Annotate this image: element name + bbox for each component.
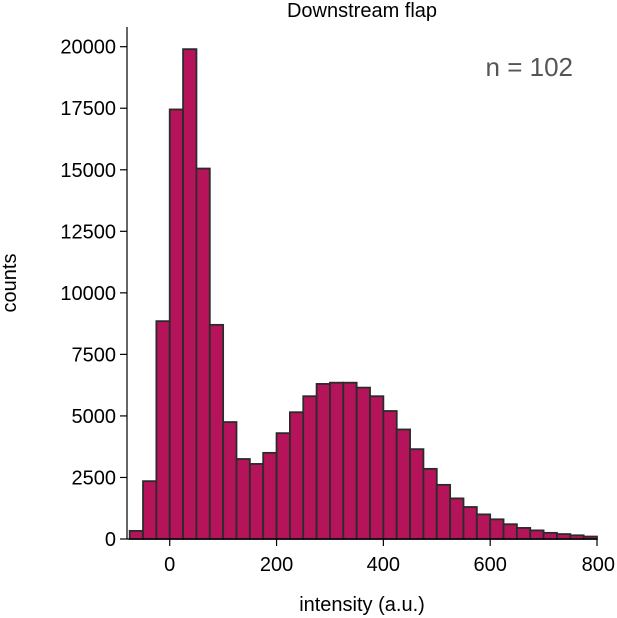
x-tick-label: 200 bbox=[260, 554, 293, 576]
histogram-bar bbox=[222, 421, 238, 540]
y-tick-label: 10000 bbox=[60, 283, 116, 305]
histogram-bar bbox=[409, 448, 425, 540]
x-tick-label: 800 bbox=[582, 554, 615, 576]
histogram-bar bbox=[542, 531, 558, 540]
y-tick-label: 5000 bbox=[72, 406, 117, 428]
histogram-bar bbox=[262, 451, 278, 540]
histogram-bar bbox=[449, 497, 465, 540]
histogram-bar bbox=[556, 533, 572, 540]
y-axis-label: counts bbox=[0, 254, 21, 313]
histogram-bar bbox=[235, 458, 251, 540]
sample-size-annotation: n = 102 bbox=[486, 52, 573, 82]
chart-title: Downstream flap bbox=[287, 0, 437, 22]
histogram-bar bbox=[382, 410, 398, 540]
y-tick-label: 17500 bbox=[60, 98, 116, 120]
histogram-bar bbox=[168, 108, 184, 540]
histogram-bar bbox=[489, 518, 505, 540]
histogram-bar bbox=[182, 48, 198, 540]
histogram-bar bbox=[155, 320, 171, 540]
histogram-bar bbox=[248, 463, 265, 540]
y-tick-label: 2500 bbox=[72, 467, 117, 489]
histogram-bar bbox=[462, 506, 478, 540]
histogram-bar bbox=[128, 529, 144, 540]
histogram-bar bbox=[195, 167, 211, 540]
histogram-bar bbox=[502, 523, 518, 540]
histogram-bar bbox=[329, 381, 345, 540]
x-axis-label: intensity (a.u.) bbox=[299, 594, 425, 616]
histogram-bar bbox=[208, 323, 225, 540]
bars-group bbox=[128, 48, 598, 540]
y-tick-label: 0 bbox=[105, 529, 116, 551]
y-tick-label: 20000 bbox=[60, 37, 116, 59]
y-tick-label: 12500 bbox=[60, 221, 116, 243]
histogram-bar bbox=[302, 395, 318, 540]
histogram-bar bbox=[369, 395, 385, 540]
histogram-bar bbox=[288, 411, 305, 540]
histogram-bar bbox=[355, 386, 371, 540]
x-tick-label: 0 bbox=[164, 554, 175, 576]
histogram-bar bbox=[395, 428, 411, 540]
histogram-bar bbox=[275, 432, 291, 540]
x-tick-label: 400 bbox=[367, 554, 400, 576]
axes-group: 0 2500 5000 7500 10000 12500 15000 17500 20000 0 2… bbox=[60, 27, 615, 576]
x-tick-label: 600 bbox=[473, 554, 506, 576]
histogram-bar bbox=[435, 483, 452, 540]
y-tick-label: 7500 bbox=[72, 344, 117, 366]
histogram-bar bbox=[515, 527, 532, 540]
histogram-bar bbox=[315, 383, 331, 540]
histogram-bar bbox=[529, 529, 545, 540]
histogram-bar bbox=[475, 513, 492, 540]
y-tick-label: 15000 bbox=[60, 160, 116, 182]
histogram-bar bbox=[342, 381, 358, 540]
histogram-bar bbox=[142, 480, 158, 540]
histogram-bar bbox=[422, 467, 438, 540]
